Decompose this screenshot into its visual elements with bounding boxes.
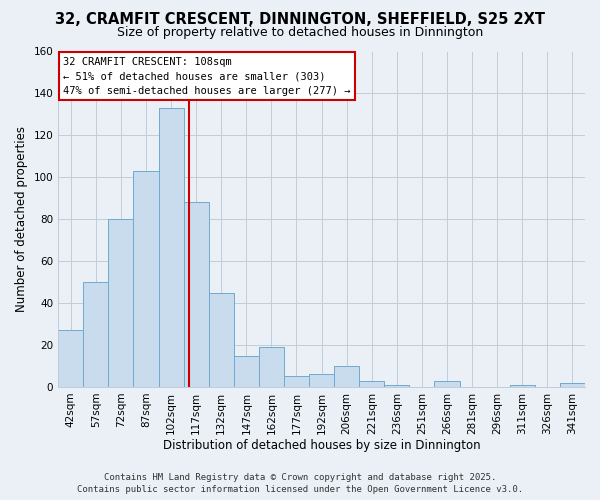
Y-axis label: Number of detached properties: Number of detached properties [15,126,28,312]
Bar [83,282,109,387]
Bar [334,366,359,387]
Bar [434,380,460,387]
Bar [234,356,259,387]
Bar [309,374,334,387]
Text: 32 CRAMFIT CRESCENT: 108sqm
← 51% of detached houses are smaller (303)
47% of se: 32 CRAMFIT CRESCENT: 108sqm ← 51% of det… [64,56,351,96]
Bar [284,376,309,387]
Bar [359,380,385,387]
Bar [109,219,133,387]
Bar [133,171,158,387]
Text: Size of property relative to detached houses in Dinnington: Size of property relative to detached ho… [117,26,483,39]
Bar [58,330,83,387]
Bar [158,108,184,387]
Text: Contains HM Land Registry data © Crown copyright and database right 2025.
Contai: Contains HM Land Registry data © Crown c… [77,472,523,494]
X-axis label: Distribution of detached houses by size in Dinnington: Distribution of detached houses by size … [163,440,481,452]
Bar [259,347,284,387]
Bar [209,292,234,387]
Text: 32, CRAMFIT CRESCENT, DINNINGTON, SHEFFIELD, S25 2XT: 32, CRAMFIT CRESCENT, DINNINGTON, SHEFFI… [55,12,545,28]
Bar [560,383,585,387]
Bar [385,385,409,387]
Bar [184,202,209,387]
Bar [510,385,535,387]
